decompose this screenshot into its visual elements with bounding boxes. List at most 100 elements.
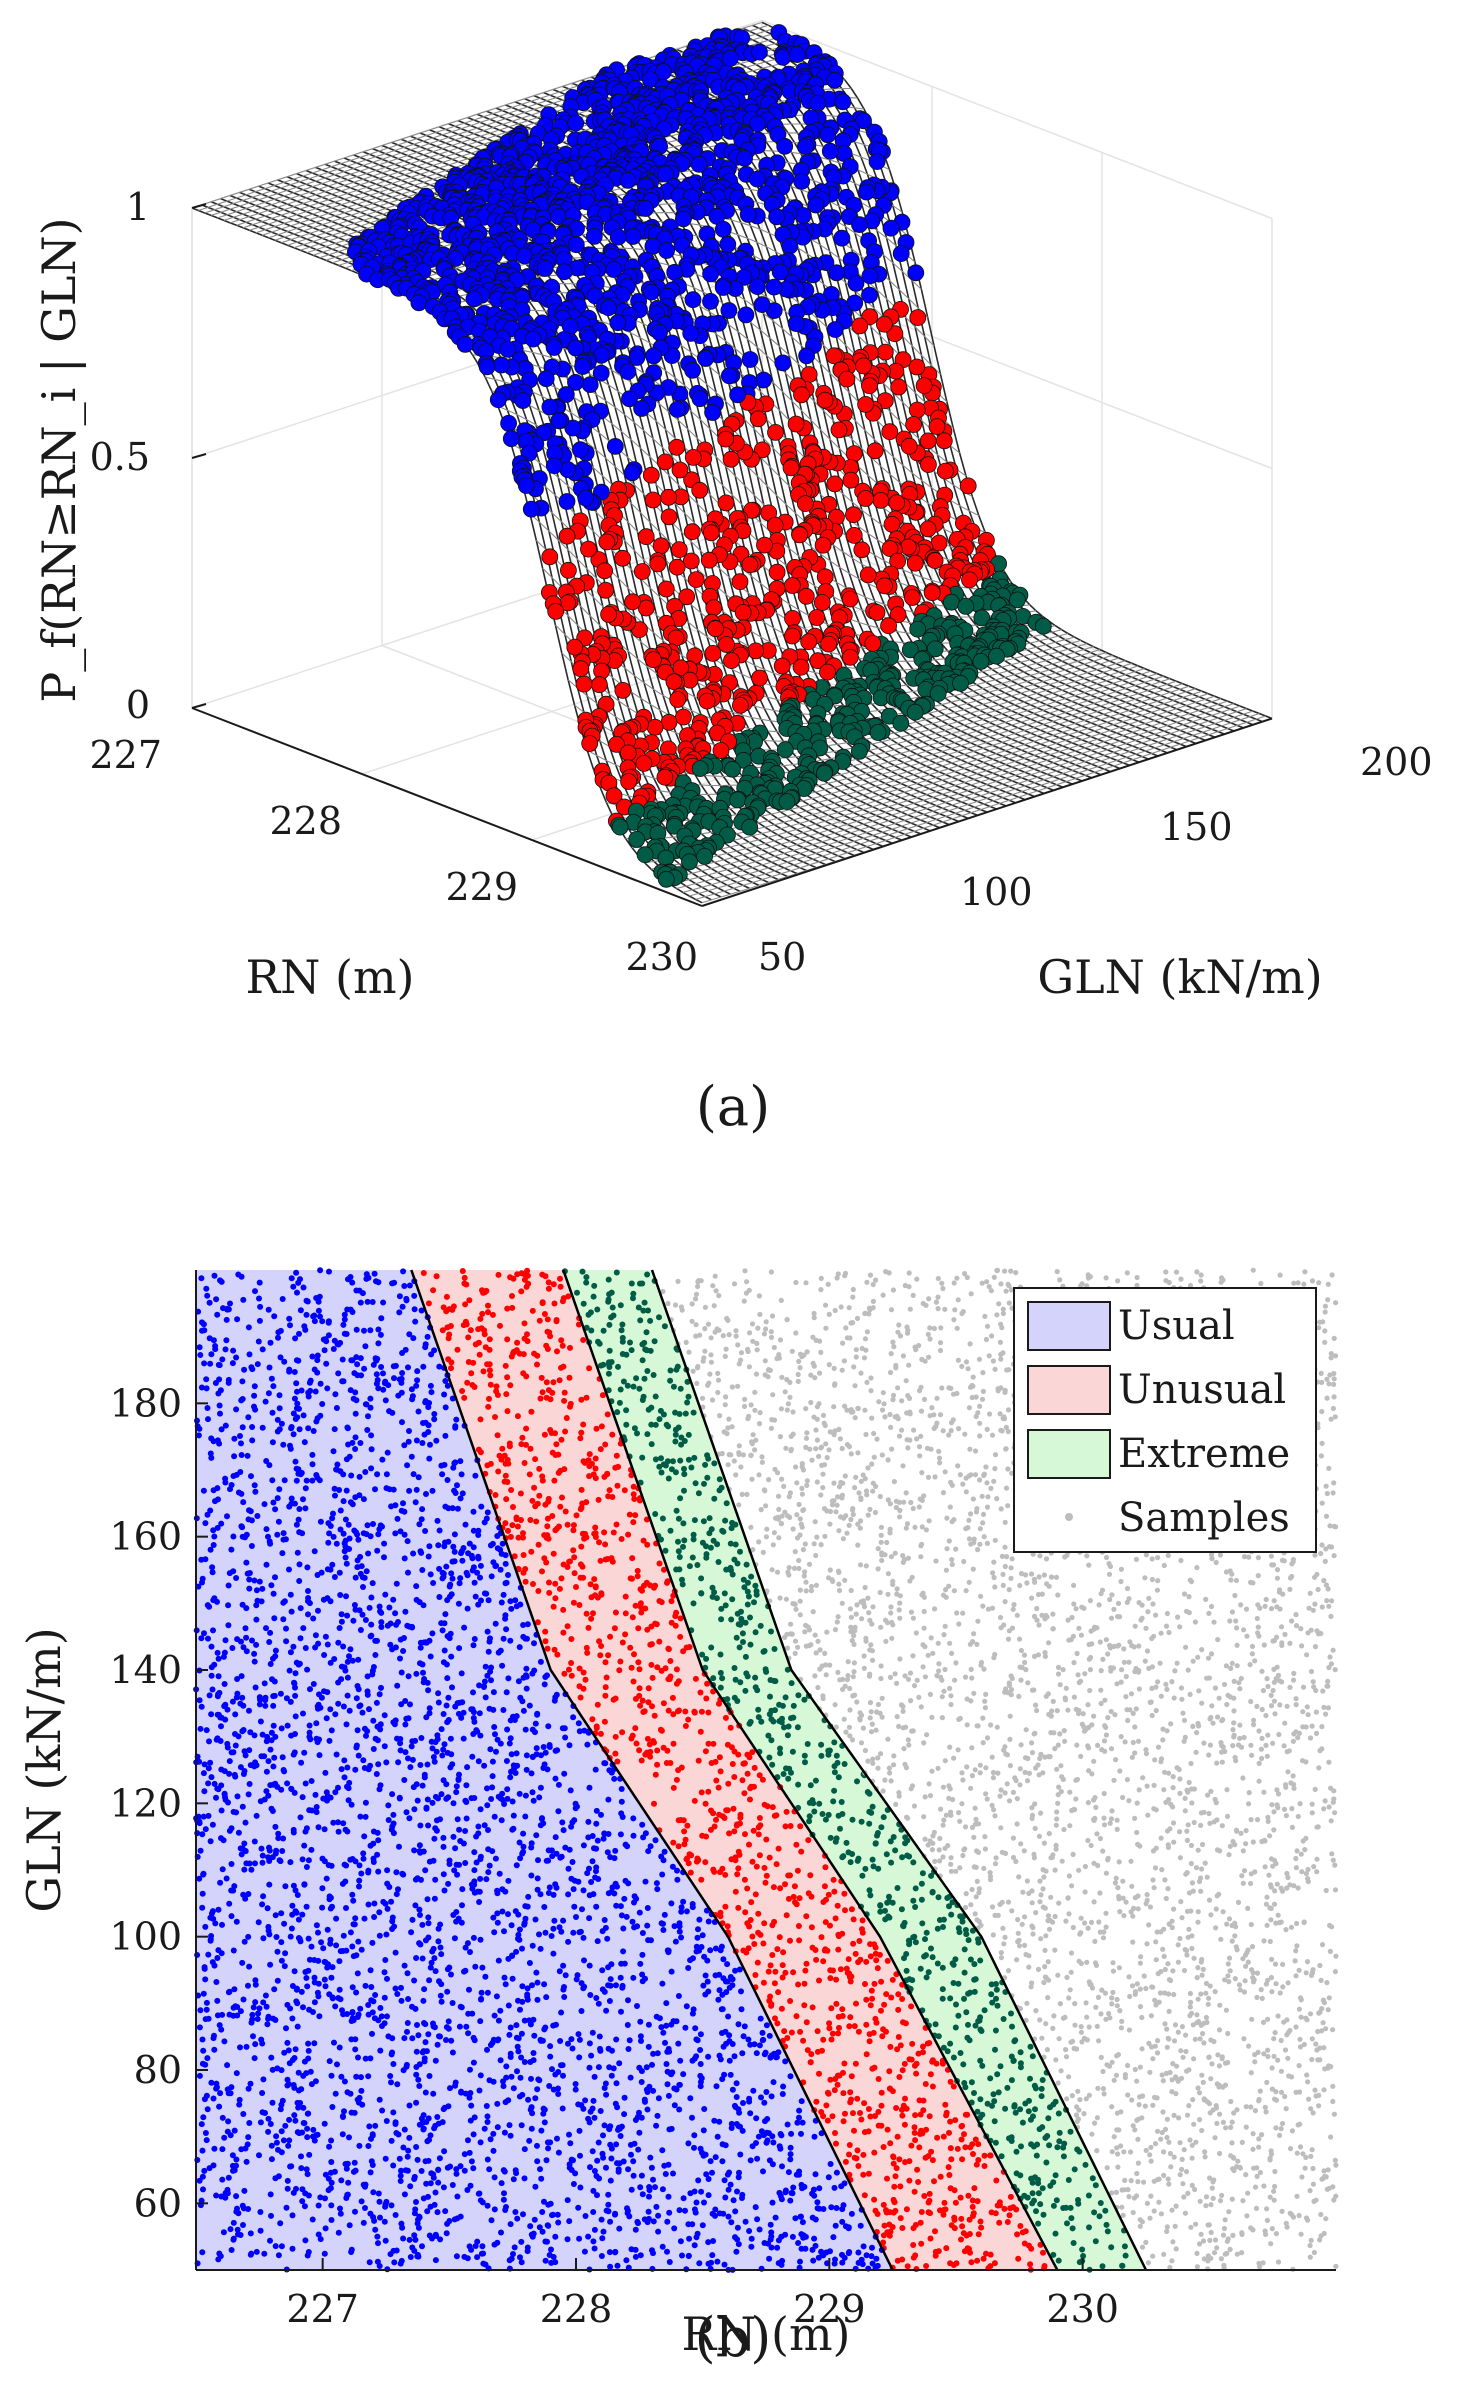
point-sample bbox=[994, 1496, 1000, 1502]
point-sample bbox=[1175, 1959, 1181, 1965]
marker-unusual bbox=[899, 538, 917, 556]
point-usual bbox=[520, 1707, 527, 1714]
point-extreme bbox=[630, 1383, 637, 1390]
marker-usual bbox=[776, 137, 794, 155]
marker-unusual bbox=[880, 617, 897, 635]
point-extreme bbox=[752, 1674, 759, 1681]
point-unusual bbox=[591, 1530, 598, 1537]
point-sample bbox=[1160, 2109, 1166, 2115]
marker-usual bbox=[410, 294, 428, 312]
point-sample bbox=[1325, 1281, 1331, 1287]
point-usual bbox=[293, 1477, 300, 1484]
point-sample bbox=[1072, 2001, 1078, 2007]
point-unusual bbox=[495, 1271, 502, 1278]
marker-extreme bbox=[988, 647, 1005, 665]
marker-unusual bbox=[768, 563, 786, 581]
marker-unusual bbox=[614, 682, 632, 699]
point-usual bbox=[237, 1700, 244, 1707]
point-usual bbox=[234, 1316, 241, 1323]
marker-unusual bbox=[741, 556, 759, 574]
point-sample bbox=[1098, 1687, 1104, 1693]
point-usual bbox=[427, 1441, 433, 1448]
point-usual bbox=[796, 2114, 802, 2121]
point-sample bbox=[910, 1615, 917, 1621]
point-usual bbox=[691, 2242, 698, 2249]
point-unusual bbox=[782, 1881, 788, 1888]
point-unusual bbox=[534, 1361, 540, 1368]
point-extreme bbox=[994, 2071, 1001, 2078]
point-sample bbox=[1294, 2150, 1300, 2156]
point-sample bbox=[932, 1606, 938, 1612]
point-unusual bbox=[958, 2215, 965, 2222]
point-usual bbox=[529, 1942, 536, 1949]
point-unusual bbox=[800, 2037, 807, 2044]
point-unusual bbox=[916, 2144, 923, 2151]
marker-usual bbox=[499, 340, 517, 358]
marker-unusual bbox=[919, 520, 937, 538]
marker-usual bbox=[545, 339, 563, 356]
marker-usual bbox=[478, 358, 496, 376]
point-usual bbox=[423, 1491, 429, 1497]
marker-unusual bbox=[642, 466, 660, 484]
marker-extreme bbox=[850, 743, 868, 760]
point-usual bbox=[537, 1658, 544, 1665]
point-sample bbox=[795, 1371, 801, 1378]
point-sample bbox=[926, 1518, 932, 1524]
point-unusual bbox=[713, 1777, 720, 1784]
point-usual bbox=[324, 1641, 331, 1648]
marker-unusual bbox=[784, 610, 801, 627]
point-sample bbox=[851, 1641, 857, 1647]
point-usual bbox=[738, 2006, 745, 2013]
point-unusual bbox=[638, 1757, 645, 1764]
point-unusual bbox=[887, 2043, 894, 2050]
point-sample bbox=[1327, 1372, 1333, 1378]
point-sample bbox=[686, 1349, 692, 1355]
point-unusual bbox=[807, 1872, 814, 1879]
point-sample bbox=[796, 1501, 802, 1508]
point-extreme bbox=[652, 1456, 659, 1463]
point-unusual bbox=[636, 1685, 643, 1692]
point-usual bbox=[306, 1729, 313, 1736]
point-usual bbox=[507, 1598, 514, 1605]
point-sample bbox=[989, 1904, 996, 1910]
point-usual bbox=[260, 1999, 267, 2006]
point-extreme bbox=[862, 1865, 869, 1872]
point-extreme bbox=[940, 1924, 946, 1930]
point-sample bbox=[1141, 2179, 1147, 2185]
point-sample bbox=[1333, 1300, 1339, 1306]
point-usual bbox=[377, 1331, 384, 1338]
point-usual bbox=[364, 1522, 371, 1529]
point-sample bbox=[962, 1271, 968, 1277]
point-sample bbox=[1265, 2047, 1271, 2053]
point-usual bbox=[449, 2049, 456, 2056]
point-usual bbox=[491, 1724, 498, 1730]
point-usual bbox=[304, 2125, 311, 2132]
point-usual bbox=[372, 2122, 379, 2129]
point-unusual bbox=[698, 1708, 705, 1715]
point-usual bbox=[646, 2193, 652, 2200]
marker-usual bbox=[456, 335, 474, 353]
point-sample bbox=[942, 1758, 948, 1764]
point-unusual bbox=[558, 1575, 565, 1582]
point-sample bbox=[1120, 1895, 1126, 1901]
point-extreme bbox=[961, 1995, 967, 2002]
marker-unusual bbox=[859, 566, 877, 584]
point-usual bbox=[444, 1988, 451, 1995]
marker-unusual bbox=[845, 506, 862, 524]
point-usual bbox=[383, 1759, 390, 1766]
marker-unusual bbox=[649, 555, 667, 573]
point-usual bbox=[533, 1832, 540, 1839]
point-sample bbox=[818, 1542, 824, 1548]
marker-usual bbox=[600, 299, 617, 317]
point-sample bbox=[1086, 2024, 1092, 2030]
point-usual bbox=[578, 2008, 585, 2014]
point-usual bbox=[198, 1703, 205, 1710]
marker-usual bbox=[623, 464, 641, 482]
point-usual bbox=[385, 2033, 392, 2040]
marker-extreme bbox=[696, 848, 713, 865]
point-sample bbox=[1328, 1818, 1334, 1824]
point-extreme bbox=[605, 1276, 612, 1283]
marker-unusual bbox=[888, 494, 906, 512]
marker-unusual bbox=[784, 627, 801, 645]
point-sample bbox=[953, 1660, 959, 1666]
